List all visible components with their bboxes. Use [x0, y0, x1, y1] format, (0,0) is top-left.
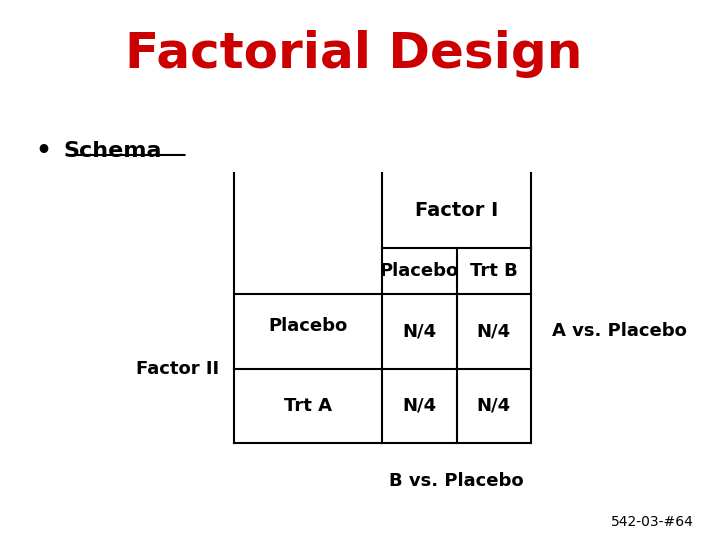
Text: A vs. Placebo: A vs. Placebo — [552, 322, 687, 340]
Text: Factorial Design: Factorial Design — [125, 30, 582, 78]
Text: Factor II: Factor II — [136, 360, 220, 377]
Text: Trt B: Trt B — [470, 262, 518, 280]
Text: Factor I: Factor I — [415, 201, 498, 220]
Text: Placebo: Placebo — [269, 317, 348, 335]
Text: N/4: N/4 — [477, 397, 510, 415]
Text: B vs. Placebo: B vs. Placebo — [390, 471, 524, 490]
Text: N/4: N/4 — [402, 322, 436, 340]
Text: 542-03-#64: 542-03-#64 — [611, 515, 694, 529]
Text: N/4: N/4 — [402, 397, 436, 415]
Text: Schema: Schema — [63, 141, 162, 161]
Text: •: • — [35, 139, 51, 163]
Text: Placebo: Placebo — [379, 262, 459, 280]
Text: Trt A: Trt A — [284, 397, 332, 415]
Text: N/4: N/4 — [477, 322, 510, 340]
